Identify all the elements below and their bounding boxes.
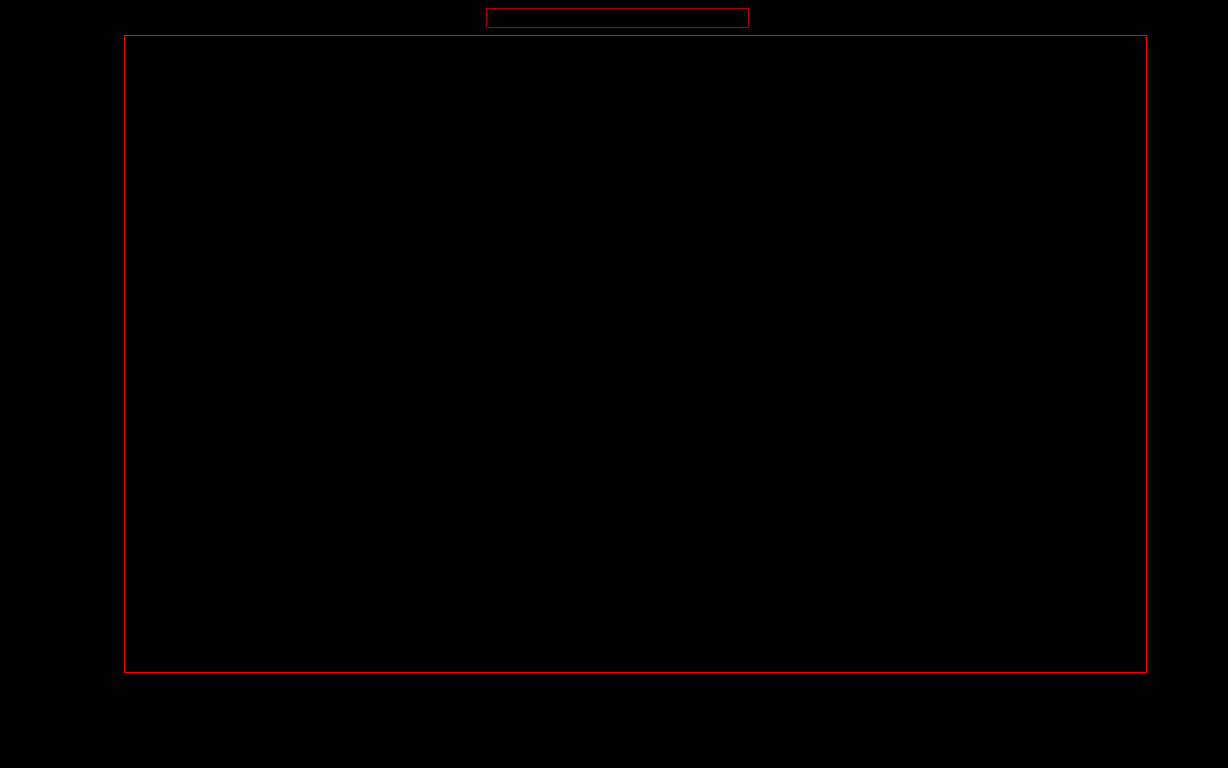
plot-frame (124, 35, 1147, 673)
colorbar (486, 8, 749, 28)
colorbar-gradient (487, 9, 748, 27)
spectrogram-image (125, 36, 1146, 672)
